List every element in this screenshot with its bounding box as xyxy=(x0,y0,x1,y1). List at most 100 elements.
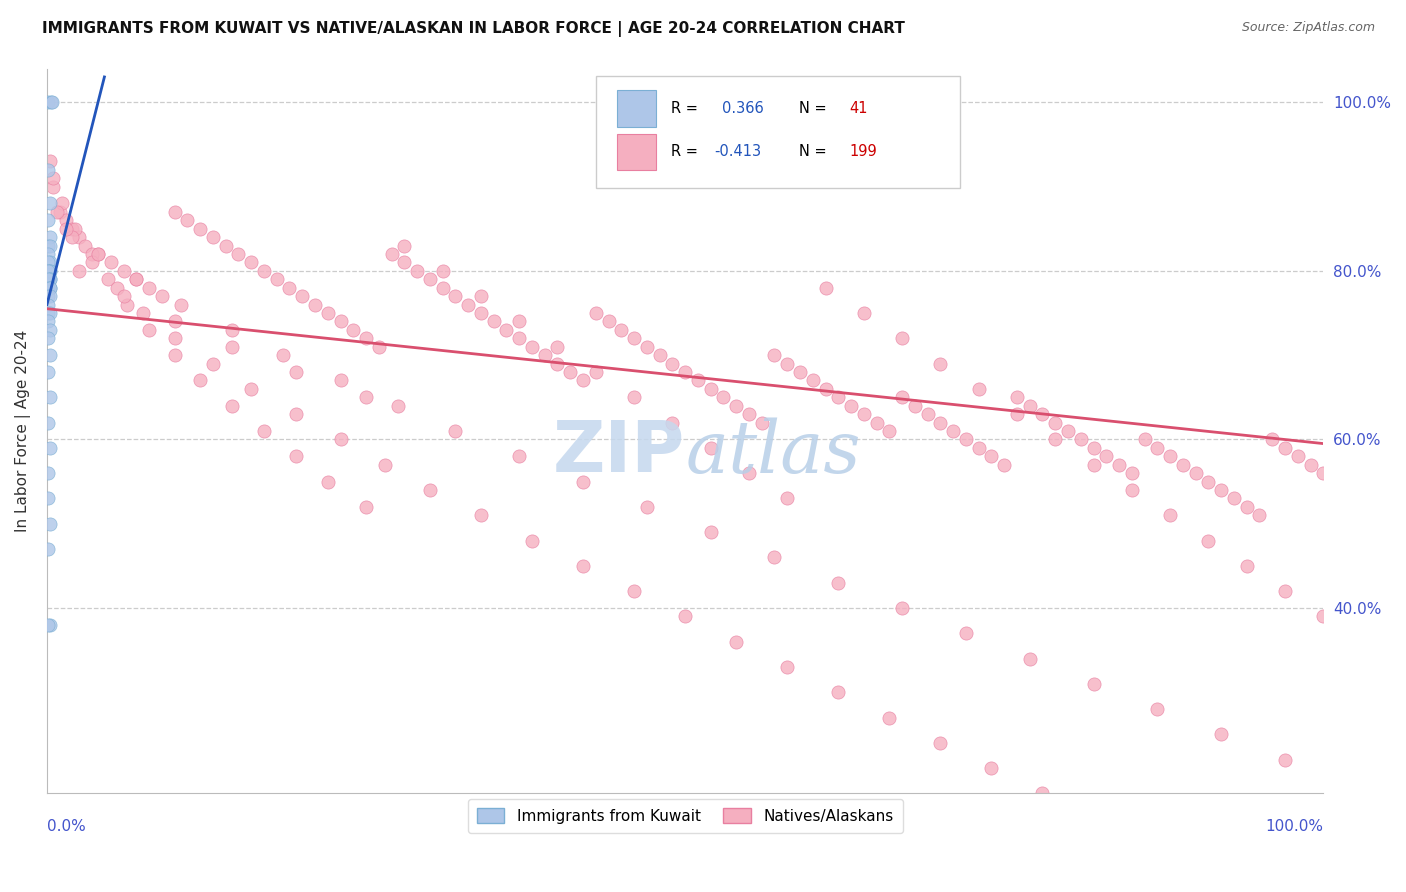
Point xyxy=(38,272,60,286)
Point xyxy=(432,264,454,278)
Point xyxy=(38,264,60,278)
Point xyxy=(585,365,607,379)
Point xyxy=(37,306,59,320)
Point xyxy=(163,348,186,362)
Point xyxy=(1197,475,1219,489)
Point xyxy=(572,475,595,489)
Point xyxy=(827,390,849,404)
Point xyxy=(1070,433,1092,447)
Point xyxy=(55,221,77,235)
Point xyxy=(37,213,59,227)
Text: ZIP: ZIP xyxy=(553,418,685,487)
Point xyxy=(125,272,148,286)
Point xyxy=(419,272,441,286)
Point xyxy=(508,314,530,328)
Point xyxy=(1121,483,1143,497)
Point xyxy=(214,238,236,252)
Text: R =: R = xyxy=(671,101,703,116)
Point xyxy=(394,238,416,252)
Text: atlas: atlas xyxy=(685,417,860,488)
Point xyxy=(432,280,454,294)
Point xyxy=(470,508,492,523)
Point xyxy=(48,204,70,219)
Point xyxy=(354,331,377,345)
Point xyxy=(42,171,65,186)
Point xyxy=(891,601,914,615)
Point xyxy=(163,204,186,219)
Point xyxy=(1005,390,1028,404)
Point xyxy=(699,382,721,396)
Text: R =: R = xyxy=(671,145,703,160)
Point xyxy=(55,213,77,227)
Point xyxy=(929,736,952,750)
Point xyxy=(1249,508,1271,523)
Point xyxy=(381,247,404,261)
Point xyxy=(329,433,352,447)
Bar xyxy=(617,134,655,170)
Point xyxy=(610,323,633,337)
Point xyxy=(67,230,90,244)
Point xyxy=(266,272,288,286)
Point xyxy=(763,550,786,565)
Point xyxy=(763,348,786,362)
Point xyxy=(240,255,263,269)
Point xyxy=(38,390,60,404)
Point xyxy=(508,449,530,463)
Point xyxy=(1146,702,1168,716)
Point xyxy=(37,541,59,556)
Point xyxy=(967,441,990,455)
Point xyxy=(776,660,799,674)
Point xyxy=(598,314,620,328)
Point xyxy=(38,230,60,244)
Point xyxy=(1261,433,1284,447)
Point xyxy=(1083,812,1105,826)
Point xyxy=(51,196,73,211)
Text: N =: N = xyxy=(799,101,831,116)
Point xyxy=(1018,399,1040,413)
Point xyxy=(38,441,60,455)
Point xyxy=(917,407,939,421)
Point xyxy=(1133,837,1156,851)
Point xyxy=(585,306,607,320)
Point xyxy=(891,331,914,345)
Point xyxy=(80,255,103,269)
Point xyxy=(1184,862,1206,876)
Point xyxy=(673,609,696,624)
Point xyxy=(636,500,658,514)
Point xyxy=(170,297,193,311)
Point xyxy=(354,390,377,404)
Point xyxy=(75,238,97,252)
Point xyxy=(112,264,135,278)
Point xyxy=(37,247,59,261)
Point xyxy=(1133,433,1156,447)
Point xyxy=(228,247,250,261)
Point xyxy=(329,314,352,328)
Point xyxy=(520,340,543,354)
Point xyxy=(980,761,1002,775)
Point xyxy=(993,458,1015,472)
Point xyxy=(271,348,294,362)
Point xyxy=(470,306,492,320)
Point xyxy=(1031,786,1053,800)
Point xyxy=(38,264,60,278)
Point xyxy=(1095,449,1118,463)
Point xyxy=(827,685,849,699)
Point xyxy=(1223,491,1246,506)
Legend: Immigrants from Kuwait, Natives/Alaskans: Immigrants from Kuwait, Natives/Alaskans xyxy=(468,798,903,833)
Point xyxy=(97,272,120,286)
Point xyxy=(80,247,103,261)
Point xyxy=(738,407,761,421)
Text: 0.0%: 0.0% xyxy=(46,819,86,834)
Point xyxy=(839,399,862,413)
Point xyxy=(176,213,198,227)
Point xyxy=(1236,500,1258,514)
Point xyxy=(623,390,645,404)
Point xyxy=(444,289,467,303)
Point xyxy=(67,264,90,278)
Point xyxy=(1057,424,1080,438)
Point xyxy=(38,617,60,632)
Point xyxy=(37,466,59,480)
Point xyxy=(879,710,901,724)
Point xyxy=(1312,466,1334,480)
Point xyxy=(699,441,721,455)
